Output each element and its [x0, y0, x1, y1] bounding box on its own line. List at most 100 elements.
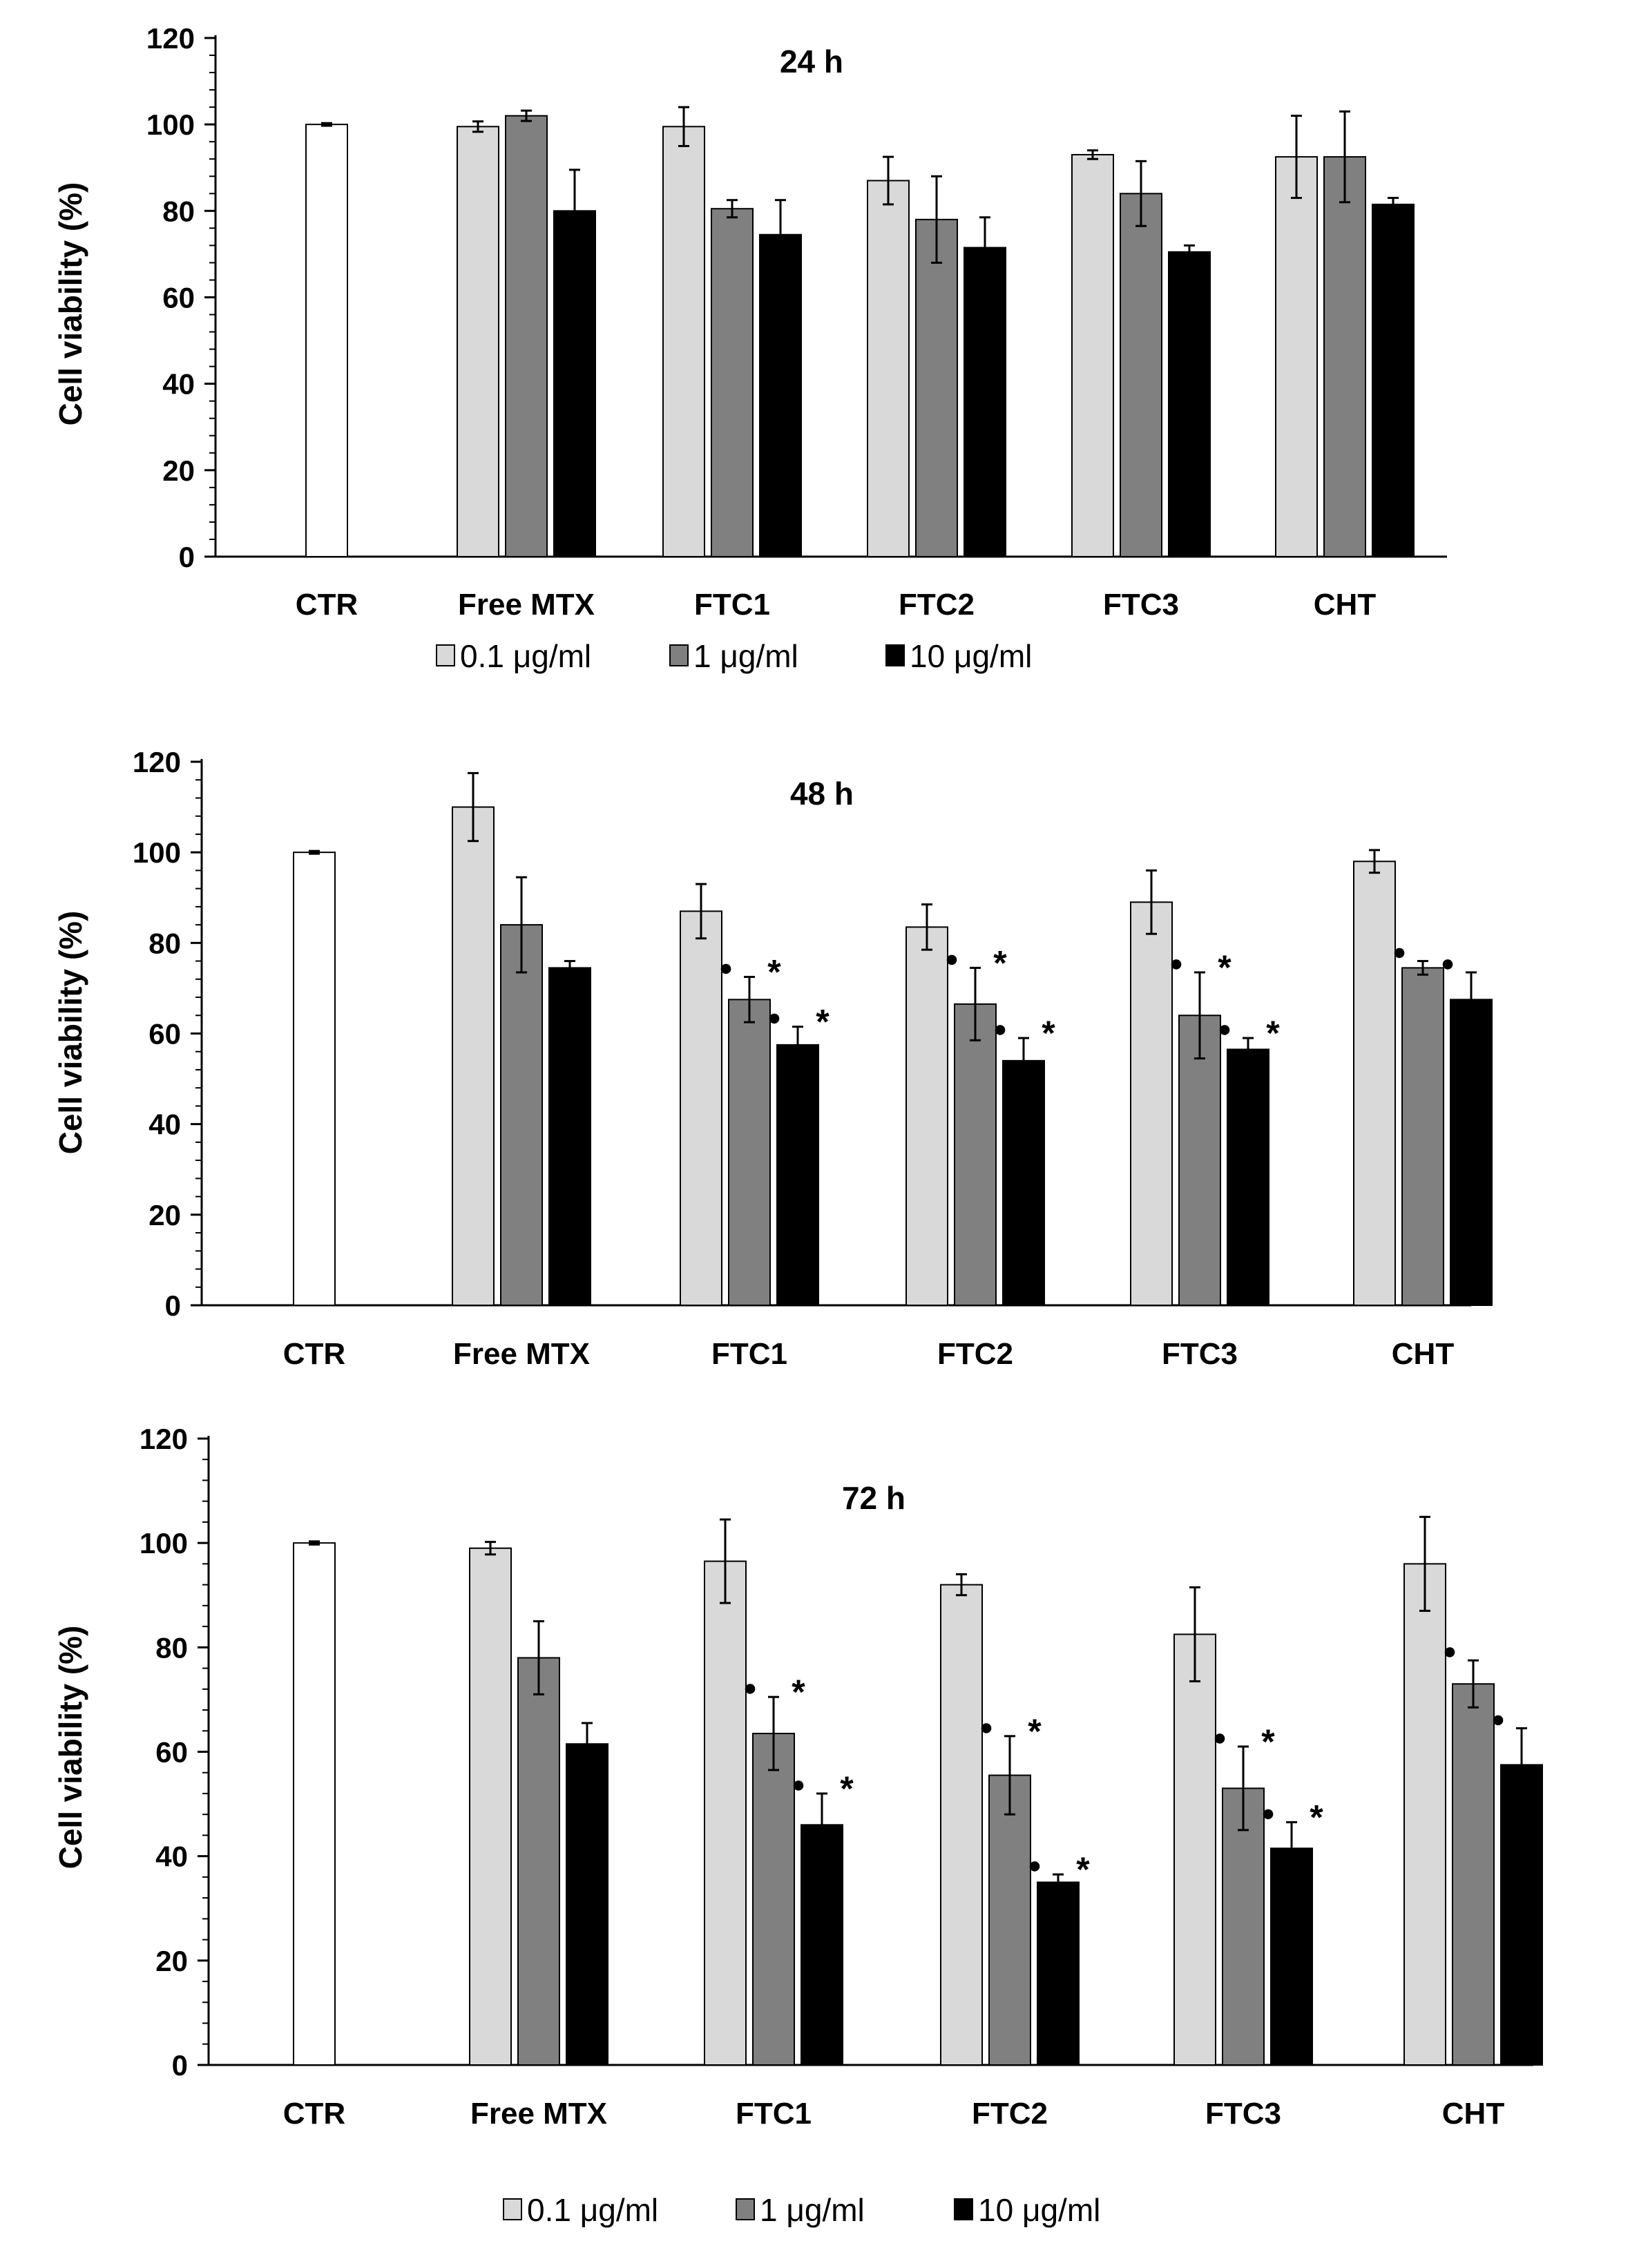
significance-dot: ● [1213, 1724, 1227, 1751]
y-tick-label: 20 [155, 1945, 188, 1977]
bar-ctr [293, 852, 336, 1306]
x-tick-label: Free MTX [453, 1337, 590, 1371]
x-tick-label: FTC2 [937, 1337, 1013, 1371]
y-tick-label: 120 [140, 1423, 188, 1455]
significance-asterisk: * [840, 1769, 854, 1808]
y-tick-label: 80 [155, 1631, 188, 1664]
bar-ftc1-s1 [752, 1733, 795, 2066]
bar-cht-s1 [1401, 967, 1444, 1306]
bar-ftc1-s1 [728, 999, 771, 1306]
chart-title: 24 h [780, 44, 843, 79]
y-tick-label: 20 [162, 454, 195, 487]
legend-swatch [669, 644, 689, 666]
y-tick-label: 40 [162, 368, 195, 401]
y-tick-label: 40 [148, 1108, 181, 1141]
significance-asterisk: * [993, 943, 1007, 982]
bar-ftc1-s2 [759, 233, 802, 557]
bar-ftc3-s1 [1120, 193, 1162, 557]
bar-ftc1-s0 [704, 1560, 747, 2066]
bar-cht-s0 [1353, 861, 1396, 1306]
significance-asterisk: * [1261, 1722, 1275, 1761]
x-tick-label: FTC3 [1162, 1337, 1238, 1371]
chart-title: 48 h [790, 776, 854, 811]
bar-cht-s2 [1372, 203, 1415, 557]
significance-dot: ● [1441, 950, 1455, 977]
significance-dot: ● [719, 955, 734, 981]
significance-asterisk: * [1310, 1798, 1323, 1837]
bar-free-mtx-s1 [517, 1657, 560, 2066]
significance-dot: ● [743, 1675, 758, 1701]
x-tick-label: FTC2 [972, 2097, 1048, 2131]
y-tick-label: 20 [148, 1199, 181, 1231]
x-tick-label: FTC3 [1103, 588, 1179, 622]
bar-cht-s0 [1403, 1563, 1446, 2066]
legend-swatch [736, 2198, 755, 2220]
y-tick-label: 120 [146, 22, 195, 55]
significance-dot: ● [1443, 1638, 1457, 1664]
y-tick-label: 100 [146, 108, 195, 141]
x-tick-label: CHT [1314, 588, 1377, 622]
legend-label: 1 μg/ml [760, 2192, 865, 2228]
bar-ftc2-s2 [1037, 1881, 1080, 2066]
legend-label: 10 μg/ml [978, 2192, 1100, 2228]
bar-ftc2-s1 [988, 1774, 1031, 2066]
x-tick-label: CHT [1392, 1337, 1455, 1371]
y-tick-label: 100 [133, 836, 181, 869]
y-tick-label: 0 [165, 1289, 181, 1322]
y-tick-label: 60 [155, 1736, 188, 1769]
significance-dot: ● [767, 1005, 782, 1031]
bar-ftc3-s2 [1168, 251, 1211, 557]
bar-cht-s1 [1452, 1683, 1495, 2066]
bar-ftc3-s0 [1071, 153, 1114, 558]
y-tick-label: 60 [148, 1018, 181, 1050]
bar-cht-s0 [1275, 156, 1318, 557]
significance-dot: ● [792, 1771, 806, 1798]
significance-asterisk: * [792, 1673, 805, 1711]
significance-dot: ● [945, 945, 959, 972]
bar-ftc3-s0 [1173, 1633, 1216, 2066]
bar-free-mtx-s0 [452, 806, 495, 1307]
bar-free-mtx-s2 [566, 1743, 608, 2066]
x-tick-label: FTC1 [711, 1337, 787, 1371]
bar-ftc1-s1 [711, 208, 754, 557]
x-tick-label: FTC3 [1205, 2097, 1281, 2131]
significance-asterisk: * [1042, 1014, 1055, 1053]
chart-title: 72 h [842, 1480, 905, 1516]
legend-swatch [885, 644, 905, 666]
bar-ftc2-s1 [954, 1003, 997, 1307]
legend-swatch [954, 2198, 973, 2220]
x-tick-label: FTC1 [736, 2097, 812, 2131]
bar-free-mtx-s1 [500, 924, 543, 1306]
bar-cht-s2 [1450, 999, 1493, 1306]
bar-ftc3-s2 [1227, 1048, 1269, 1307]
significance-dot: ● [979, 1714, 994, 1740]
significance-dot: ● [1169, 950, 1184, 977]
y-tick-label: 80 [162, 195, 195, 227]
legend-2: 0.1 μg/ml 1 μg/ml 10 μg/ml [503, 2192, 1100, 2228]
bar-ftc1-s2 [776, 1044, 819, 1307]
x-tick-label: FTC2 [899, 588, 975, 622]
y-tick-label: 60 [162, 282, 195, 314]
significance-asterisk: * [767, 953, 781, 992]
bar-ctr [293, 1542, 336, 2066]
bar-ftc1-s0 [662, 126, 705, 557]
x-tick-label: CTR [283, 2097, 345, 2131]
significance-dot: ● [1491, 1706, 1506, 1732]
bar-ftc3-s2 [1270, 1847, 1313, 2066]
y-axis-label: Cell viability (%) [52, 911, 88, 1155]
bar-ctr [305, 124, 348, 557]
bar-free-mtx-s0 [457, 126, 499, 557]
bar-ftc1-s2 [801, 1824, 843, 2066]
bar-ftc2-s2 [1002, 1059, 1045, 1306]
bar-ftc3-s1 [1222, 1787, 1265, 2066]
legend-label: 0.1 μg/ml [527, 2192, 658, 2228]
significance-asterisk: * [1028, 1712, 1042, 1751]
y-axis-label: Cell viability (%) [52, 182, 88, 426]
significance-dot: ● [1392, 939, 1407, 965]
chart-panel-48-h: 48 h Cell viability (%) 0 20 40 60 80 100 120 CTR… [52, 746, 1493, 1371]
significance-dot: ● [1028, 1852, 1042, 1878]
significance-dot: ● [993, 1016, 1008, 1042]
legend-swatch [436, 644, 455, 666]
significance-dot: ● [1261, 1800, 1276, 1827]
